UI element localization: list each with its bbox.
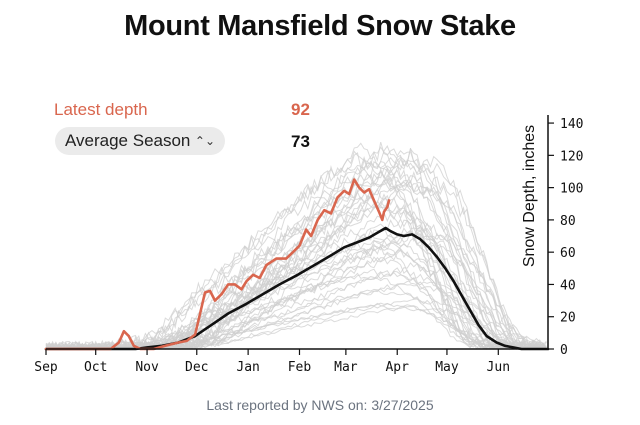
average-season-value: 73 [291, 132, 310, 151]
latest-depth-value: 92 [291, 100, 310, 119]
x-tick-label: May [435, 360, 459, 375]
x-tick-label: Apr [385, 360, 409, 375]
x-tick-label: Mar [334, 360, 358, 375]
historical-season-line [45, 256, 547, 350]
current-season-line [44, 178, 391, 351]
y-tick-label: 80 [560, 214, 576, 229]
x-tick-label: Dec [185, 360, 208, 375]
season-select-label: Average Season [65, 131, 191, 150]
x-tick-label: Jun [487, 360, 510, 375]
x-tick-label: Feb [288, 360, 312, 375]
y-tick-label: 120 [560, 149, 583, 164]
y-tick-label: 20 [560, 311, 576, 326]
y-tick-label: 100 [560, 182, 583, 197]
x-tick-label: Sep [34, 360, 58, 375]
y-tick-label: 140 [560, 117, 583, 132]
x-tick-label: Oct [84, 360, 107, 375]
historical-season-line [45, 142, 547, 351]
x-tick-label: Jan [236, 360, 259, 375]
y-axis-title: Snow Depth, inches [521, 125, 538, 267]
chart-title: Mount Mansfield Snow Stake [124, 10, 516, 42]
latest-depth-label: Latest depth [54, 100, 148, 119]
season-select[interactable]: Average Season ⌃⌄ [55, 127, 225, 155]
historical-seasons [45, 141, 547, 351]
last-reported-note: Last reported by NWS on: 3/27/2025 [206, 397, 434, 413]
x-tick-label: Nov [135, 360, 159, 375]
y-tick-label: 60 [560, 246, 576, 261]
chevron-updown-icon: ⌃⌄ [194, 134, 215, 148]
y-tick-label: 0 [560, 343, 568, 358]
average-season-line [44, 226, 550, 351]
y-tick-label: 40 [560, 278, 576, 293]
historical-season-line [45, 179, 547, 350]
